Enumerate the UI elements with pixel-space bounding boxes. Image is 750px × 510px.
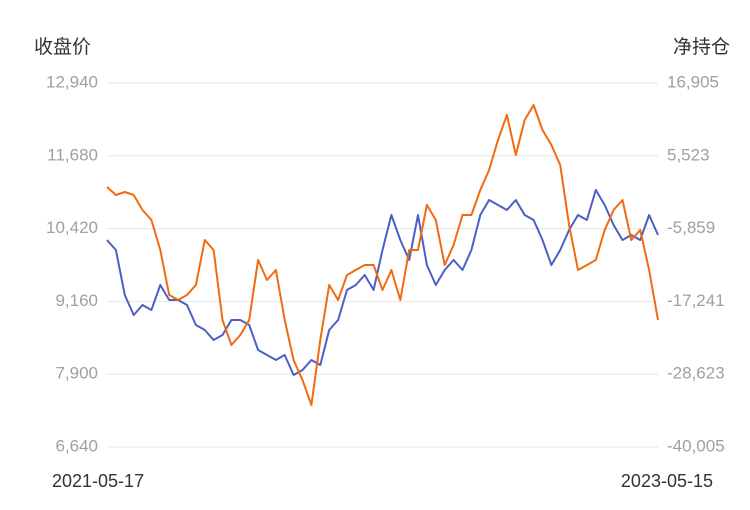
- y2-tick-label: 5,523: [667, 145, 710, 164]
- y2-axis-title: 净持仓: [673, 36, 730, 58]
- data-line: [106, 104, 659, 406]
- y-tick-label: 6,640: [55, 436, 98, 455]
- y-tick-label: 7,900: [55, 364, 98, 383]
- y-tick-label: 10,420: [46, 218, 98, 237]
- y-tick-label: 12,940: [46, 72, 98, 91]
- y2-tick-label: -5,859: [667, 218, 715, 237]
- x-tick-label: 2021-05-17: [52, 471, 144, 491]
- y-tick-label: 9,160: [55, 291, 98, 310]
- y-tick-label: 11,680: [47, 145, 98, 164]
- y2-tick-label: -17,241: [667, 291, 725, 310]
- data-line: [106, 189, 659, 376]
- y2-tick-label: -40,005: [667, 436, 725, 455]
- y2-tick-label: 16,905: [667, 72, 719, 91]
- y2-tick-label: -28,623: [667, 364, 725, 383]
- y-axis-title: 收盘价: [34, 36, 91, 58]
- x-tick-label: 2023-05-15: [621, 471, 713, 491]
